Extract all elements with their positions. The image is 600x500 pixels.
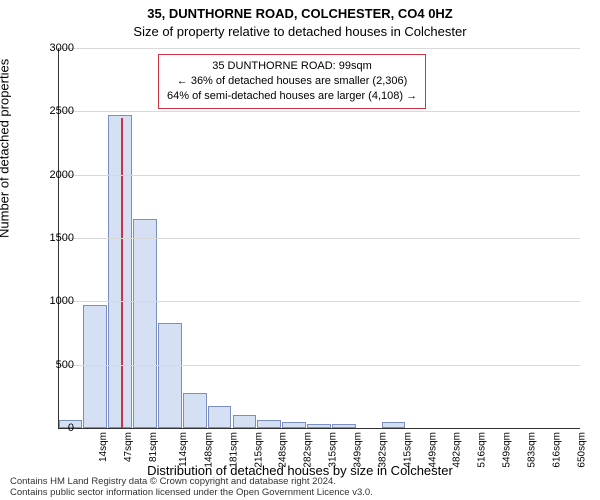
chart-subtitle: Size of property relative to detached ho… [0, 24, 600, 39]
histogram-bar [158, 323, 182, 428]
y-tick-label: 500 [34, 359, 74, 371]
info-line-property: 35 DUNTHORNE ROAD: 99sqm [167, 59, 417, 74]
x-tick-label: 181sqm [228, 432, 239, 468]
chart-title-address: 35, DUNTHORNE ROAD, COLCHESTER, CO4 0HZ [0, 6, 600, 21]
y-tick-label: 2500 [34, 105, 74, 117]
histogram-bar [208, 406, 232, 428]
y-tick-label: 0 [34, 422, 74, 434]
info-line-larger: 64% of semi-detached houses are larger (… [167, 89, 417, 104]
gridline [58, 365, 580, 366]
attribution-line1: Contains HM Land Registry data © Crown c… [10, 477, 373, 487]
property-info-box: 35 DUNTHORNE ROAD: 99sqm ← 36% of detach… [158, 54, 426, 109]
x-tick-label: 282sqm [303, 432, 314, 468]
y-axis-label: Number of detached properties [0, 59, 12, 238]
gridline [58, 111, 580, 112]
x-tick-label: 47sqm [123, 432, 134, 462]
x-tick-label: 14sqm [98, 432, 109, 462]
histogram-bar [233, 415, 257, 428]
x-tick-label: 449sqm [427, 432, 438, 468]
histogram-bar [108, 115, 132, 428]
x-tick-label: 415sqm [402, 432, 413, 468]
x-tick-label: 148sqm [203, 432, 214, 468]
x-tick-label: 616sqm [551, 432, 562, 468]
histogram-bar [133, 219, 157, 428]
x-tick-label: 349sqm [353, 432, 364, 468]
gridline [58, 301, 580, 302]
x-tick-label: 215sqm [253, 432, 264, 468]
attribution-text: Contains HM Land Registry data © Crown c… [10, 477, 373, 498]
x-tick-label: 248sqm [278, 432, 289, 468]
x-tick-label: 583sqm [527, 432, 538, 468]
x-tick-label: 482sqm [452, 432, 463, 468]
x-tick-label: 516sqm [477, 432, 488, 468]
histogram-bar [83, 305, 107, 428]
attribution-line2: Contains public sector information licen… [10, 488, 373, 498]
plot-area: 35 DUNTHORNE ROAD: 99sqm ← 36% of detach… [58, 48, 580, 428]
histogram-bar [183, 393, 207, 428]
x-axis-line [58, 428, 580, 429]
y-tick-label: 1000 [34, 295, 74, 307]
x-tick-label: 382sqm [377, 432, 388, 468]
subject-property-marker [121, 118, 123, 428]
y-tick-label: 3000 [34, 42, 74, 54]
x-tick-label: 549sqm [502, 432, 513, 468]
info-line-smaller: ← 36% of detached houses are smaller (2,… [167, 74, 417, 89]
gridline [58, 238, 580, 239]
x-tick-label: 650sqm [576, 432, 587, 468]
y-tick-label: 1500 [34, 232, 74, 244]
histogram-bar [257, 420, 281, 428]
y-tick-label: 2000 [34, 169, 74, 181]
x-tick-label: 114sqm [178, 432, 189, 467]
x-tick-label: 81sqm [148, 432, 159, 462]
gridline [58, 175, 580, 176]
x-tick-label: 315sqm [328, 432, 339, 468]
gridline [58, 48, 580, 49]
property-size-histogram: 35, DUNTHORNE ROAD, COLCHESTER, CO4 0HZ … [0, 0, 600, 500]
